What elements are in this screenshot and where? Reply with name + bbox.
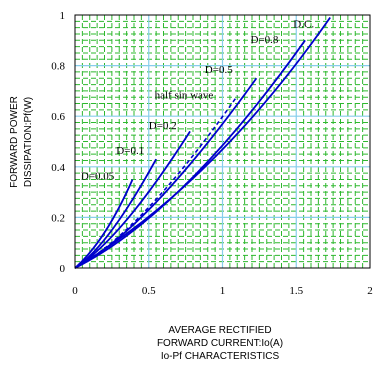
x-axis-label-line-1: AVERAGE RECTIFIED xyxy=(168,325,272,336)
y-tick-label: 0 xyxy=(60,263,66,275)
series-label: D.C. xyxy=(293,19,314,31)
series-line xyxy=(74,179,134,269)
y-axis-label-line-1: FORWARD POWER xyxy=(9,96,20,188)
y-tick-label: 0.6 xyxy=(51,111,65,123)
major-grid xyxy=(75,15,370,268)
x-tick-label: 0.5 xyxy=(142,285,156,297)
series-label: D=0.1 xyxy=(116,145,144,157)
y-tick-label: 1 xyxy=(60,10,66,22)
series-label: half sin wave xyxy=(155,89,214,101)
series-labels: D=0.05 D=0.1 D=0.2 half sin wave D=0.5 D=0.8 D… xyxy=(81,19,314,183)
series-line xyxy=(74,95,238,269)
x-axis-label: AVERAGE RECTIFIED FORWARD CURRENT:Io(A) … xyxy=(70,324,370,363)
y-axis-label-line-2: DISSIPATION:Pf(W) xyxy=(23,97,34,187)
y-tick-label: 0.4 xyxy=(51,162,65,174)
x-tick-label: 0 xyxy=(72,285,78,297)
series-label: D=0.2 xyxy=(149,120,177,132)
series-line xyxy=(74,17,331,269)
y-tick-label: 0.2 xyxy=(51,212,65,224)
x-axis-label-line-2: FORWARD CURRENT:Io(A) xyxy=(156,338,284,349)
x-tick-labels: 0 0.5 1 1.5 2 xyxy=(72,285,373,297)
y-tick-label: 0.8 xyxy=(51,61,65,73)
series-label: D=0.5 xyxy=(205,64,233,76)
x-tick-label: 1.5 xyxy=(289,285,303,297)
series-lines xyxy=(74,17,331,269)
y-tick-labels: 0 0.2 0.4 0.6 0.8 1 xyxy=(51,10,65,275)
x-tick-label: 1 xyxy=(220,285,226,297)
x-tick-label: 2 xyxy=(367,285,373,297)
series-label: D=0.8 xyxy=(251,34,279,46)
plot-frame xyxy=(74,14,371,269)
series-label: D=0.05 xyxy=(81,170,115,182)
chart-title: Io-Pf CHARACTERISTICS xyxy=(160,351,280,362)
